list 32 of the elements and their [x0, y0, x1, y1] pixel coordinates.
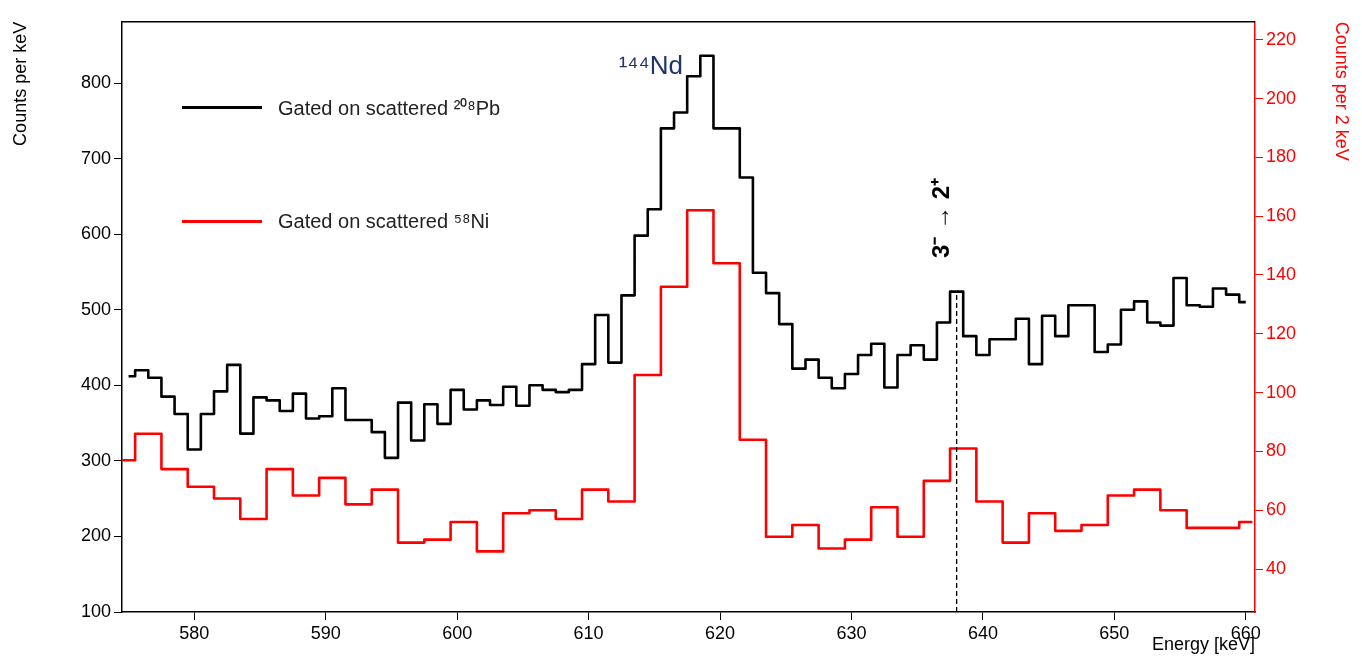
y2-tick-label: 200: [1266, 87, 1297, 108]
y2-tick-label: 220: [1266, 28, 1297, 49]
y2-tick-label: 160: [1266, 205, 1297, 226]
x-tick-label: 650: [1099, 622, 1130, 643]
y2-tick-label: 180: [1266, 146, 1297, 167]
x-tick-label: 630: [836, 622, 867, 643]
x-tick-label: 600: [442, 622, 473, 643]
legend-label: Gated on scattered ²⁰⁸Pb: [278, 95, 501, 121]
y-tick-label: 600: [80, 223, 111, 244]
y-tick-label: 200: [80, 525, 111, 546]
y-tick-label: 700: [80, 147, 111, 168]
x-tick-label: 620: [705, 622, 736, 643]
y-tick-label: 300: [80, 449, 111, 470]
legend-label: Gated on scattered ⁵⁸Ni: [278, 209, 490, 233]
y-axis-title: Counts per keV: [9, 21, 30, 146]
x-tick-label: 640: [967, 622, 998, 643]
annotation: ¹⁴⁴Nd: [618, 49, 683, 80]
y2-tick-label: 120: [1266, 322, 1297, 343]
x-tick-label: 590: [310, 622, 341, 643]
x-tick-label: 580: [179, 622, 210, 643]
y-tick-label: 500: [80, 298, 111, 319]
y-tick-label: 400: [80, 374, 111, 395]
y2-tick-label: 80: [1266, 440, 1287, 461]
y2-tick-label: 60: [1266, 499, 1287, 520]
y-tick-label: 800: [80, 71, 111, 92]
y2-tick-label: 140: [1266, 263, 1297, 284]
ref-line-label: 3⁻ → 2⁺: [927, 177, 955, 258]
y-tick-label: 100: [80, 600, 111, 621]
y2-tick-label: 40: [1266, 558, 1287, 579]
y2-tick-label: 100: [1266, 381, 1297, 402]
x-tick-label: 610: [573, 622, 604, 643]
y2-axis-title: Counts per 2 keV: [1332, 21, 1353, 161]
